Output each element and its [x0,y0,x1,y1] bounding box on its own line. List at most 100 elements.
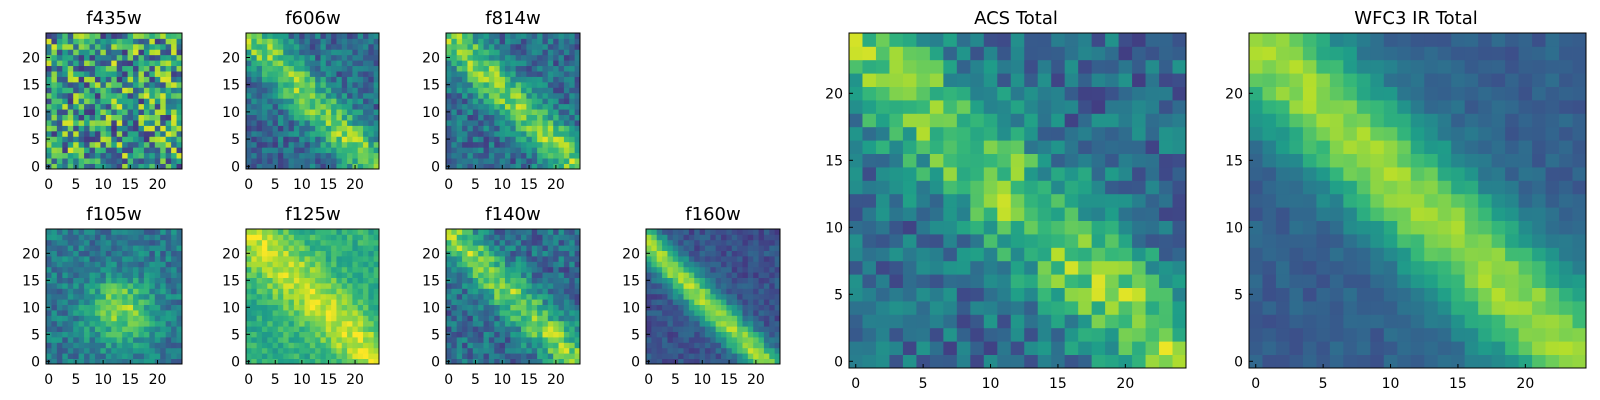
heatmap-cell [347,320,353,327]
heatmap-cell [100,261,107,268]
heatmap-cell [667,331,674,338]
heatmap-cell [478,98,484,105]
heatmap-cell [553,152,559,159]
heatmap-cell [357,353,364,359]
heatmap-cell [325,103,332,110]
heatmap-cell [51,136,58,143]
heatmap-cell [138,310,145,316]
heatmap-cell [347,283,353,289]
heatmap-cell [309,256,316,262]
heatmap-cell [758,245,765,251]
heatmap-cell [272,337,279,343]
heatmap-cell [683,331,690,338]
heatmap-cell [737,250,743,257]
heatmap-cell [499,141,506,148]
heatmap-cell [352,60,359,67]
heatmap-cell [261,261,268,268]
heatmap-cell [553,81,559,88]
heatmap-cell [347,331,353,338]
heatmap-cell [67,141,74,148]
heatmap-cell [84,71,90,77]
heatmap-cell [256,33,263,39]
heatmap-cell [574,141,581,148]
heatmap-cell [494,256,500,262]
heatmap-cell [451,136,458,143]
heatmap-cell [138,98,145,105]
heatmap-cell [478,245,484,251]
heatmap-cell [127,81,134,88]
heatmap-cell [1145,314,1160,329]
heatmap-cell [515,38,522,45]
heatmap-cell [283,125,289,132]
heatmap-cell [78,310,85,316]
heatmap-cell [341,229,348,235]
heatmap-cell [494,283,500,289]
heatmap-cell [363,310,369,316]
heatmap-cell [171,114,177,121]
heatmap-cell [916,167,931,181]
heatmap-cell [656,320,663,327]
heatmap-cell [1064,220,1079,235]
heatmap-cell [277,283,284,289]
heatmap-cell [122,310,128,316]
heatmap-cell [488,239,495,246]
heatmap-cell [451,234,458,241]
heatmap-cell [267,310,273,316]
heatmap-cell [472,114,479,121]
heatmap-cell [774,245,781,251]
heatmap-cell [315,266,321,273]
heatmap-cell [651,304,658,311]
heatmap-cell [651,342,658,349]
heatmap-cell [176,331,183,338]
heatmap-cell [889,301,904,315]
heatmap-cell [160,293,167,300]
heatmap-cell [283,147,289,154]
heatmap-cell [331,103,337,110]
heatmap-cell [1105,140,1119,154]
heatmap-cell [309,87,316,94]
heatmap-cell [558,92,565,99]
heatmap-cell [51,125,58,132]
heatmap-cell [315,158,321,164]
heatmap-cell [331,158,337,164]
heatmap-cell [451,141,458,148]
heatmap-cell [526,299,533,305]
heatmap-cell [171,109,177,115]
heatmap-cell [862,167,877,181]
heatmap-cell [526,65,533,72]
heatmap-cell [143,49,150,56]
heatmap-cell [542,347,549,354]
heatmap-cell [256,304,263,311]
heatmap-cell [331,283,337,289]
heatmap-cell [122,98,128,105]
heatmap-cell [983,260,998,275]
heatmap-cell [94,158,101,164]
heatmap-cell [331,87,337,94]
heatmap-cell [537,353,543,359]
heatmap-cell [504,125,511,132]
heatmap-cell [446,152,452,159]
heatmap-cell [373,342,380,349]
heatmap-cell [267,239,273,246]
heatmap-cell [133,261,139,268]
heatmap-cell [368,43,375,50]
heatmap-cell [467,288,474,295]
heatmap-cell [105,81,112,88]
heatmap-cell [763,353,770,359]
heatmap-cell [510,71,517,77]
heatmap-cell [261,326,268,332]
heatmap-cell [105,353,112,359]
heatmap-cell [261,245,268,251]
heatmap-cell [160,266,167,273]
heatmap-cell [483,60,490,67]
heatmap-cell [537,266,543,273]
heatmap-cell [267,245,273,251]
heatmap-cell [547,141,554,148]
heatmap-cell [488,256,495,262]
heatmap-cell [352,141,359,148]
heatmap-cell [704,310,711,316]
heatmap-cell [688,256,695,262]
heatmap-cell [521,163,527,170]
heatmap-cell [1145,327,1160,342]
heatmap-cell [94,353,101,359]
